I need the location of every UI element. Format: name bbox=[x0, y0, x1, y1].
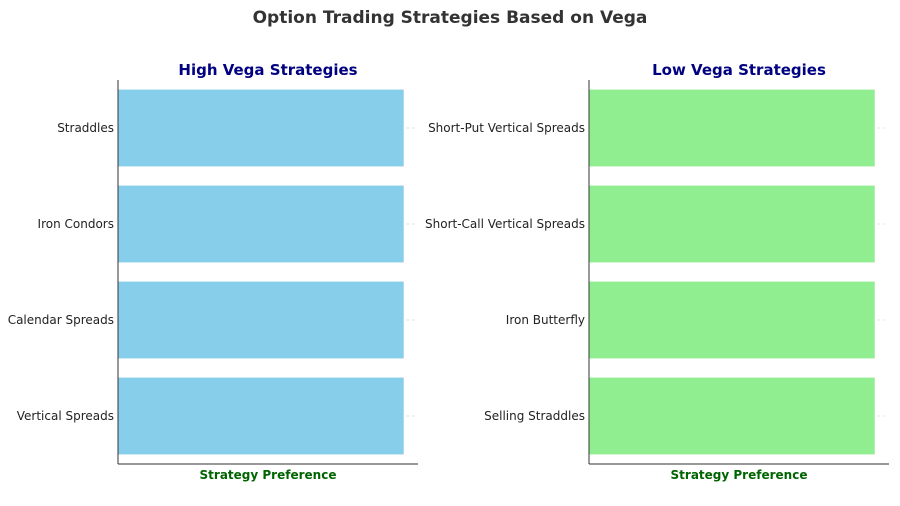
grid-low-vega bbox=[589, 127, 889, 417]
x-axis-label-high-vega: Strategy Preference bbox=[200, 468, 337, 482]
panel-high-vega: Straddles Iron Condors Calendar Spreads Ver… bbox=[8, 61, 418, 482]
bar-low-vega-2 bbox=[589, 185, 875, 263]
yticks-high-vega: Straddles Iron Condors Calendar Spreads Ver… bbox=[8, 121, 114, 423]
bar-high-vega-1 bbox=[118, 89, 404, 167]
panel-title-high-vega: High Vega Strategies bbox=[178, 61, 357, 79]
panel-low-vega: Short-Put Vertical Spreads Short-Call Ver… bbox=[425, 61, 889, 482]
bars-low-vega bbox=[589, 89, 875, 455]
bar-low-vega-3 bbox=[589, 281, 875, 359]
y-tick-label: Iron Condors bbox=[38, 217, 114, 231]
y-tick-label: Short-Call Vertical Spreads bbox=[425, 217, 585, 231]
figure-title: Option Trading Strategies Based on Vega bbox=[253, 8, 648, 28]
y-tick-label: Selling Straddles bbox=[484, 409, 585, 423]
bar-low-vega-1 bbox=[589, 89, 875, 167]
y-tick-label: Short-Put Vertical Spreads bbox=[428, 121, 585, 135]
bar-high-vega-2 bbox=[118, 185, 404, 263]
panel-title-low-vega: Low Vega Strategies bbox=[652, 61, 826, 79]
y-tick-label: Calendar Spreads bbox=[8, 313, 114, 327]
bar-high-vega-3 bbox=[118, 281, 404, 359]
y-tick-label: Straddles bbox=[57, 121, 114, 135]
x-axis-label-low-vega: Strategy Preference bbox=[671, 468, 808, 482]
grid-high-vega bbox=[118, 127, 418, 417]
y-tick-label: Vertical Spreads bbox=[17, 409, 114, 423]
yticks-low-vega: Short-Put Vertical Spreads Short-Call Ver… bbox=[425, 121, 585, 423]
bar-low-vega-4 bbox=[589, 377, 875, 455]
y-tick-label: Iron Butterfly bbox=[506, 313, 585, 327]
bars-high-vega bbox=[118, 89, 404, 455]
bar-high-vega-4 bbox=[118, 377, 404, 455]
